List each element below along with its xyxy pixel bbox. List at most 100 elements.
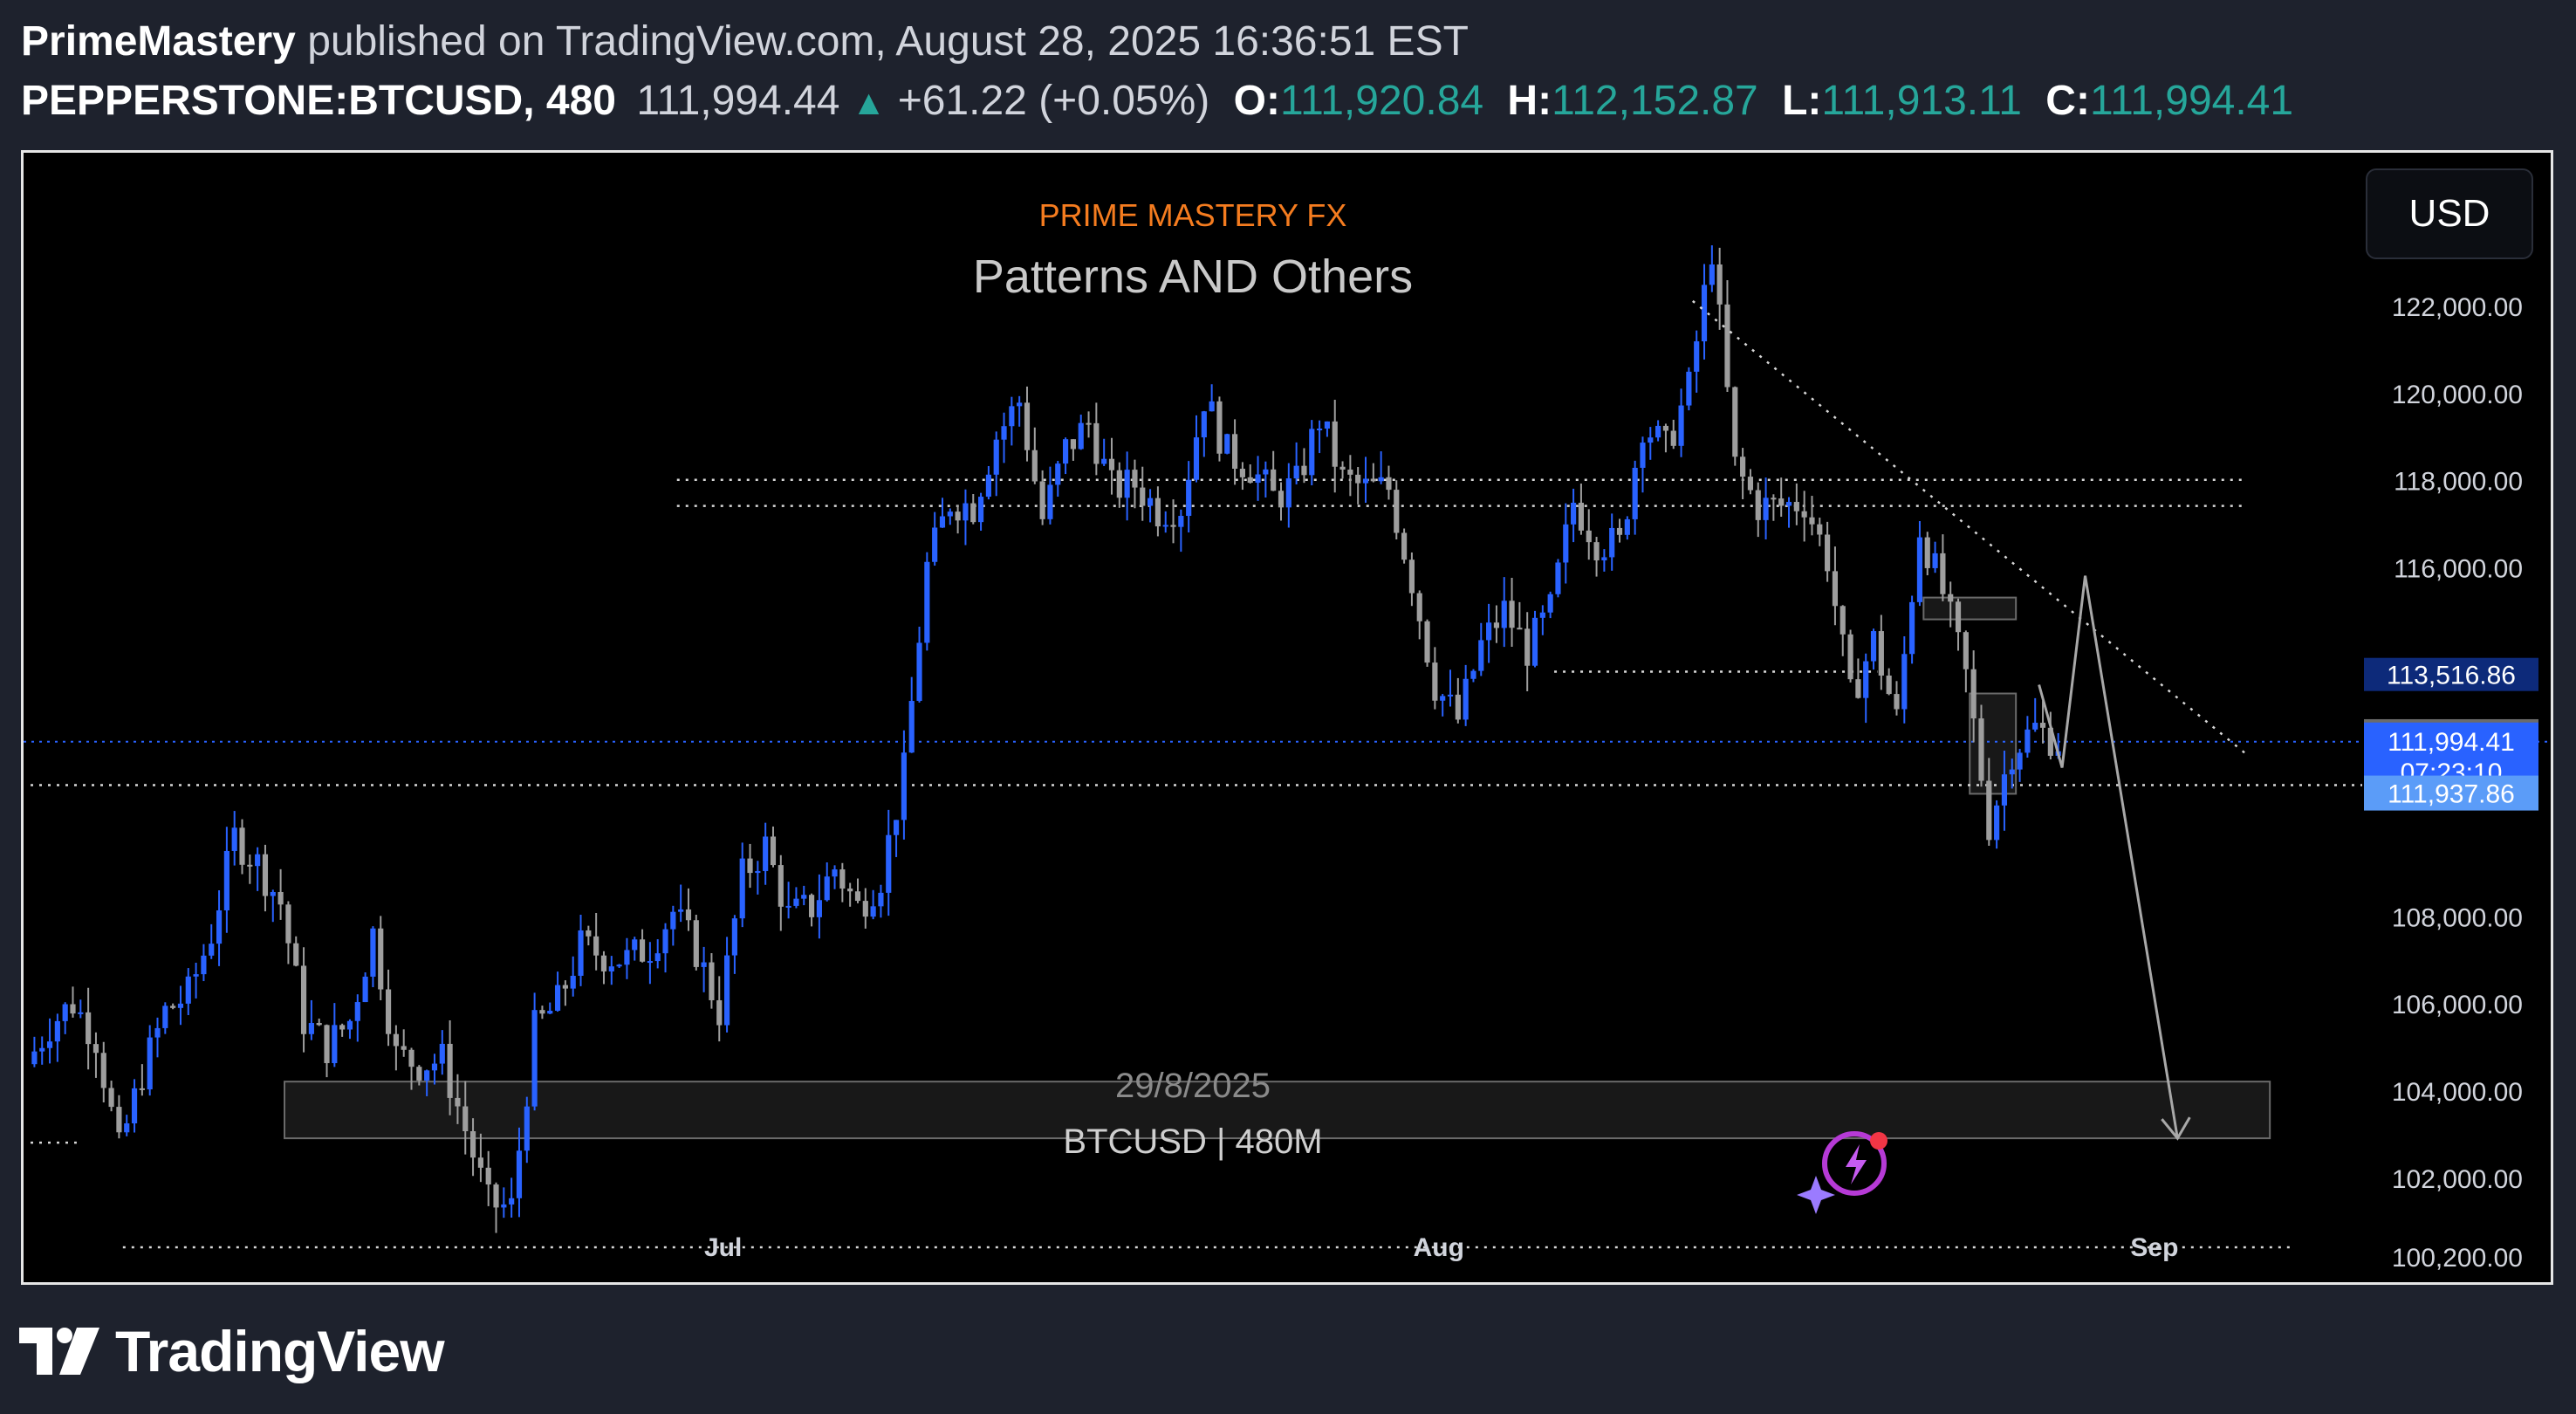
candle-body — [62, 1004, 68, 1021]
candle-body — [1209, 401, 1215, 412]
candle-body — [785, 905, 791, 908]
y-tick-label: 100,200.00 — [2392, 1244, 2523, 1273]
candle-body — [1401, 532, 1408, 560]
candle-body — [1909, 601, 1915, 655]
price-change: +61.22 (+0.05%) — [897, 78, 1210, 124]
candle-body — [893, 820, 900, 835]
currency-button[interactable]: USD — [2366, 168, 2533, 259]
candle-body — [332, 1025, 338, 1064]
y-tick-label: 122,000.00 — [2392, 293, 2523, 322]
candle-body — [1655, 425, 1661, 438]
candle-body — [346, 1020, 353, 1030]
price-badge — [2364, 722, 2538, 759]
candle-body — [1978, 718, 1984, 781]
candle-body — [924, 561, 930, 643]
candle-body — [916, 642, 922, 702]
x-tick-label: Jul — [704, 1233, 742, 1262]
candle-body — [46, 1041, 53, 1048]
candle-body — [1101, 458, 1107, 464]
candle-body — [262, 854, 269, 896]
candle-body — [285, 904, 291, 944]
candle-body — [1785, 502, 1792, 506]
candle-body — [370, 928, 376, 977]
candle-body — [1470, 670, 1476, 679]
tradingview-logo[interactable]: TradingView — [19, 1316, 445, 1386]
candle-body — [685, 909, 692, 921]
candle-body — [1709, 264, 1715, 285]
candle-body — [477, 1157, 483, 1168]
candle-body — [408, 1049, 414, 1067]
candle-body — [709, 962, 715, 1000]
candle-body — [932, 527, 938, 562]
candle-body — [185, 976, 191, 1004]
candle-body — [1547, 594, 1553, 613]
candle-body — [1440, 696, 1446, 701]
candle-body — [1355, 474, 1361, 484]
close-label: C: — [2045, 78, 2090, 124]
candle-body — [293, 943, 299, 966]
candle-body — [947, 511, 953, 517]
candle-body — [1394, 490, 1400, 533]
candle-body — [378, 928, 384, 990]
candle-body — [616, 964, 622, 967]
candle-body — [1086, 422, 1092, 425]
price-axis: 122,000.00 120,000.00 118,000.00 116,000.00… — [704, 293, 2538, 1273]
candle-body — [1994, 805, 2000, 841]
candle-body — [2024, 729, 2031, 753]
candle-body — [31, 1051, 38, 1065]
candle-body — [1563, 524, 1569, 563]
candle-body — [401, 1046, 407, 1050]
candle-body — [39, 1047, 45, 1052]
price-badge-label: 111,937.86 — [2388, 780, 2515, 809]
candle-body — [1255, 474, 1261, 484]
candle-body — [1162, 525, 1168, 527]
candle-body — [1493, 622, 1500, 628]
candle-body — [778, 865, 784, 907]
candle-body — [955, 511, 961, 521]
candle-body — [2009, 769, 2015, 775]
price-badge-label: 113,516.86 — [2387, 662, 2516, 690]
candle-body — [1632, 467, 1638, 519]
candle-body — [416, 1067, 422, 1081]
price-chart[interactable]: 122,000.00 120,000.00 118,000.00 116,000.00… — [24, 153, 2551, 1282]
candle-body — [1694, 341, 1700, 372]
symbol-info-bar: PEPPERSTONE:BTCUSD, 480 111,994.44 ▲ +61… — [21, 75, 2293, 129]
candle-body — [586, 930, 592, 937]
candle-body — [131, 1088, 138, 1124]
candle-body — [901, 752, 907, 820]
open-value: 111,920.84 — [1279, 78, 1484, 124]
candle-body — [662, 929, 668, 954]
open-label: O: — [1233, 78, 1280, 124]
high-value: 112,152.87 — [1552, 78, 1758, 124]
candle-body — [1132, 470, 1138, 488]
tradingview-logo-icon — [19, 1328, 99, 1375]
ai-assistant-icon[interactable] — [1797, 1131, 1887, 1214]
candle-body — [524, 1106, 530, 1151]
candle-body — [1793, 502, 1799, 511]
candle-body — [462, 1106, 469, 1132]
candle-body — [1740, 456, 1746, 477]
candle-body — [92, 1044, 99, 1054]
zone-supply — [1922, 596, 2018, 621]
candle-body — [1586, 530, 1592, 543]
tradingview-logo-text: TradingView — [115, 1319, 445, 1383]
candle-body — [1955, 601, 1962, 633]
candle-body — [2039, 723, 2046, 728]
author-name[interactable]: PrimeMastery — [21, 18, 296, 65]
drawings — [1692, 299, 2248, 1141]
candle-body — [308, 1023, 314, 1034]
chart-frame[interactable]: 122,000.00 120,000.00 118,000.00 116,000.00… — [21, 150, 2553, 1285]
candle-body — [447, 1043, 453, 1098]
candle-body — [1555, 562, 1561, 594]
candle-body — [54, 1020, 60, 1042]
candle-body — [1386, 477, 1392, 491]
candle-body — [1424, 621, 1430, 663]
candle-body — [1963, 632, 1969, 669]
candle-body — [755, 870, 761, 874]
candle-body — [1501, 601, 1507, 628]
candle-body — [723, 955, 730, 1026]
candle-body — [1970, 669, 1977, 719]
candle-body — [1640, 443, 1646, 468]
candle-body — [78, 1012, 84, 1014]
candle-body — [1847, 634, 1853, 680]
